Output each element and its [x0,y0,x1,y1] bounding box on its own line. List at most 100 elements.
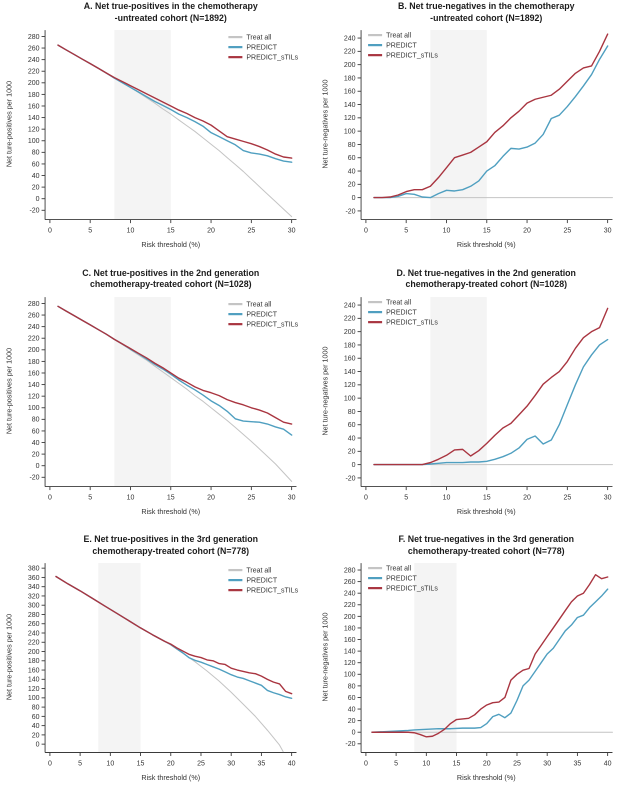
svg-text:15: 15 [137,761,145,768]
svg-text:180: 180 [28,92,40,99]
svg-text:Treat all: Treat all [386,33,411,40]
y-axis-ticks: -20 0 20 40 60 80 100 120 140 160 180 200 220 240 260 2… [28,301,46,481]
panel-d: D. Net true-negatives in the 2nd generat… [316,267,631,534]
svg-text:80: 80 [32,416,40,423]
panel-a-ylabel: Net ture-positives per 1000 [4,80,14,168]
svg-text:PREDICT: PREDICT [246,578,277,585]
series-treat-all [57,305,293,482]
svg-text:80: 80 [347,142,355,149]
svg-text:60: 60 [32,714,40,721]
svg-text:PREDICT_sTILs: PREDICT_sTILs [386,586,438,593]
svg-text:Treat all: Treat all [246,568,271,575]
svg-text:30: 30 [543,761,551,768]
svg-text:200: 200 [343,329,355,336]
svg-text:260: 260 [28,312,40,319]
chart-net-true-negatives-2nd-gen: -20 0 20 40 60 80 100 120 140 160 180 200 220 240 0 5 10… [343,296,613,501]
svg-text:PREDICT_sTILs: PREDICT_sTILs [386,319,438,326]
svg-text:240: 240 [343,35,355,42]
svg-text:35: 35 [258,761,266,768]
svg-text:5: 5 [404,494,408,501]
svg-text:200: 200 [28,80,40,87]
svg-text:40: 40 [288,761,296,768]
panel-f-title-line1: F. Net true-negatives in the 3rd generat… [398,534,574,545]
series-treat-all [57,44,293,218]
svg-text:20: 20 [207,494,215,501]
x-axis-ticks: 0 5 10 15 20 25 30 [363,219,611,235]
svg-text:15: 15 [482,494,490,501]
svg-text:200: 200 [343,614,355,621]
legend: Treat all PREDICT PREDICT_sTILs [367,299,438,326]
chart-net-true-negatives-3rd-gen: -200204060801001201401601802002202402602… [343,563,613,768]
svg-text:200: 200 [28,347,40,354]
svg-text:60: 60 [347,422,355,429]
y-axis-ticks: -20 0 20 40 60 80 100 120 140 160 180 200 220 240 260 2… [343,568,361,749]
panel-c-xlabel: Risk threshold (%) [141,506,201,516]
svg-text:30: 30 [603,494,611,501]
svg-text:140: 140 [28,382,40,389]
panel-e-title-line2: chemotherapy-treated cohort (N=778) [92,545,250,556]
panel-c-title-line1: C. Net true-positives in the 2nd generat… [82,267,260,278]
panel-b: B. Net true-negatives in the chemotherap… [316,0,631,267]
svg-text:25: 25 [197,761,205,768]
panel-c: C. Net true-positives in the 2nd generat… [0,267,316,534]
svg-text:280: 280 [28,34,40,41]
y-axis-ticks: 0 20 40 60 80 100 120 140 160 180 200 220 240 260 280 3… [28,566,46,749]
series-predict [372,338,608,465]
svg-text:0: 0 [36,742,40,749]
chart-net-true-positives-untreated: -200204060801001201401601802002202402602… [28,30,299,235]
threshold-band [429,30,487,220]
svg-text:20: 20 [482,761,490,768]
svg-text:20: 20 [167,761,175,768]
threshold-band [98,563,141,753]
svg-text:5: 5 [394,761,398,768]
svg-text:Treat all: Treat all [386,299,411,306]
svg-text:100: 100 [28,138,40,145]
panel-c-title: C. Net true-positives in the 2nd generat… [45,268,297,291]
series-predict-stils [372,33,608,199]
svg-text:0: 0 [363,761,367,768]
svg-text:180: 180 [343,75,355,82]
svg-text:25: 25 [563,228,571,235]
svg-text:220: 220 [28,640,40,647]
svg-text:PREDICT: PREDICT [246,311,277,318]
svg-text:0: 0 [48,494,52,501]
svg-text:-20: -20 [345,208,355,215]
svg-text:0: 0 [363,494,367,501]
panel-c-title-line2: chemotherapy-treated cohort (N=1028) [89,279,252,290]
svg-text:100: 100 [343,395,355,402]
svg-text:40: 40 [347,168,355,175]
svg-text:40: 40 [32,440,40,447]
svg-text:Treat all: Treat all [386,566,411,573]
svg-text:140: 140 [343,102,355,109]
series-predict-stils [57,305,293,425]
svg-text:20: 20 [523,494,531,501]
y-axis-ticks: -20 0 20 40 60 80 100 120 140 160 180 200 220 240 260 2… [28,34,46,215]
y-axis-ticks: -20 0 20 40 60 80 100 120 140 160 180 200 220 240 [343,302,361,482]
svg-text:20: 20 [207,228,215,235]
svg-text:20: 20 [347,448,355,455]
svg-text:0: 0 [363,228,367,235]
svg-text:240: 240 [343,591,355,598]
svg-text:0: 0 [351,730,355,737]
panel-f-ylabel: Net ture-negatives per 1000 [320,612,329,702]
svg-text:260: 260 [343,579,355,586]
svg-text:120: 120 [28,127,40,134]
svg-text:0: 0 [351,462,355,469]
svg-text:30: 30 [288,228,296,235]
panel-a-title-line1: A. Net true-positives in the chemotherap… [83,1,258,11]
svg-text:20: 20 [347,718,355,725]
panel-b-title: B. Net true-negatives in the chemotherap… [361,1,613,24]
svg-text:PREDICT: PREDICT [246,45,277,52]
panel-b-xlabel: Risk threshold (%) [456,240,516,249]
svg-text:320: 320 [28,594,40,601]
svg-text:220: 220 [343,315,355,322]
axes [360,296,612,487]
chart-net-true-positives-3rd-gen: 0204060801001201401601802002202402602803… [28,563,299,768]
svg-text:PREDICT_sTILs: PREDICT_sTILs [246,588,298,595]
svg-text:20: 20 [32,733,40,740]
panel-a-title: A. Net true-positives in the chemotherap… [45,1,297,24]
svg-text:10: 10 [127,228,135,235]
svg-text:10: 10 [422,761,430,768]
series-predict-stils [372,307,608,465]
panel-d-title-line2: chemotherapy-treated cohort (N=1028) [405,279,568,290]
